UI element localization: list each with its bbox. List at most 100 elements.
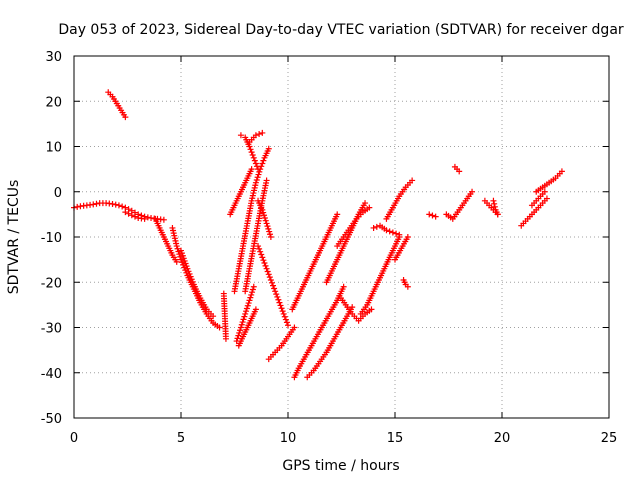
data-point	[265, 271, 272, 278]
data-point	[283, 319, 290, 326]
data-point	[186, 270, 193, 277]
data-point	[184, 265, 191, 272]
x-axis-label: GPS time / hours	[282, 458, 399, 474]
data-point	[243, 305, 250, 312]
series-arc-18	[289, 211, 341, 313]
data-point	[366, 204, 373, 211]
x-tick-label: 5	[177, 431, 185, 446]
data-point	[274, 293, 281, 300]
data-point	[432, 213, 439, 220]
data-point	[340, 283, 347, 290]
data-point	[185, 268, 192, 275]
data-point	[141, 215, 148, 222]
data-point	[115, 202, 122, 209]
data-point	[250, 154, 257, 161]
data-point	[491, 203, 498, 210]
series-arc-11	[235, 306, 259, 349]
data-point	[291, 324, 298, 331]
data-point	[260, 209, 267, 216]
data-point	[254, 174, 261, 181]
data-point	[257, 248, 264, 255]
data-point	[268, 279, 275, 286]
data-point	[282, 316, 289, 323]
data-marks	[71, 89, 565, 381]
data-point	[267, 276, 274, 283]
data-point	[242, 310, 249, 317]
series-arc-14	[255, 197, 274, 240]
data-point	[247, 294, 254, 301]
data-point	[90, 201, 97, 208]
data-point	[266, 228, 273, 235]
data-point	[216, 324, 223, 331]
data-point	[383, 227, 390, 234]
series-arc-25	[370, 222, 403, 238]
x-tick-label: 20	[494, 431, 511, 446]
data-point	[278, 305, 285, 312]
data-point	[255, 171, 262, 178]
data-point	[265, 225, 272, 232]
data-point	[264, 223, 271, 230]
data-point	[245, 300, 252, 307]
data-point	[248, 149, 255, 156]
data-point	[253, 163, 260, 170]
y-tick-label: 20	[45, 95, 62, 110]
data-point	[263, 220, 270, 227]
series-arc-30	[443, 188, 476, 222]
data-point	[404, 234, 411, 240]
data-point	[409, 177, 416, 184]
data-point	[237, 327, 244, 334]
data-point	[275, 296, 282, 303]
data-point	[267, 231, 274, 238]
x-tick-label: 25	[601, 431, 618, 446]
data-point	[249, 286, 256, 293]
data-point	[253, 176, 260, 183]
series-arc-02	[105, 89, 129, 121]
data-point	[491, 200, 498, 207]
series-arc-17	[265, 324, 298, 363]
data-point	[131, 213, 138, 220]
data-point	[273, 291, 280, 298]
data-point	[237, 132, 244, 139]
data-point	[541, 188, 548, 195]
data-point	[250, 283, 257, 290]
data-point	[285, 322, 291, 329]
data-point	[263, 177, 270, 184]
y-tick-label: -20	[41, 276, 62, 291]
series-arc-08	[227, 166, 255, 218]
data-point	[277, 302, 284, 309]
series-arc-36	[528, 188, 548, 209]
data-point	[244, 302, 251, 309]
data-point	[122, 114, 129, 121]
series-arc-28	[400, 276, 411, 290]
data-point	[261, 260, 268, 267]
series-arc-35	[533, 168, 565, 195]
grid-layer	[74, 56, 609, 418]
data-point	[279, 308, 286, 315]
series-arc-12	[237, 132, 262, 173]
data-point	[259, 160, 266, 167]
data-point	[262, 217, 269, 224]
data-point	[362, 200, 369, 207]
data-point	[240, 316, 247, 323]
data-point	[252, 160, 259, 167]
data-point	[235, 332, 242, 339]
data-point	[252, 132, 259, 139]
axis-ticks: 0 5 10 15 20 25 -50 -40 -30 -20 -10 0 10 20 30	[41, 50, 618, 446]
data-point	[469, 188, 476, 195]
data-point	[393, 230, 400, 237]
series-arc-09	[233, 283, 257, 345]
data-point	[122, 209, 129, 216]
data-point	[248, 291, 255, 298]
series-arc-19	[291, 283, 347, 381]
data-point	[281, 313, 288, 320]
series-arc-07	[220, 290, 229, 342]
series-arc-13	[242, 177, 270, 295]
data-point	[261, 212, 268, 219]
series-arc-27	[392, 234, 411, 263]
data-point	[259, 206, 266, 213]
series-arc-24	[357, 234, 403, 317]
y-tick-label: 0	[54, 186, 62, 201]
data-point	[187, 273, 194, 280]
data-point	[125, 210, 132, 217]
